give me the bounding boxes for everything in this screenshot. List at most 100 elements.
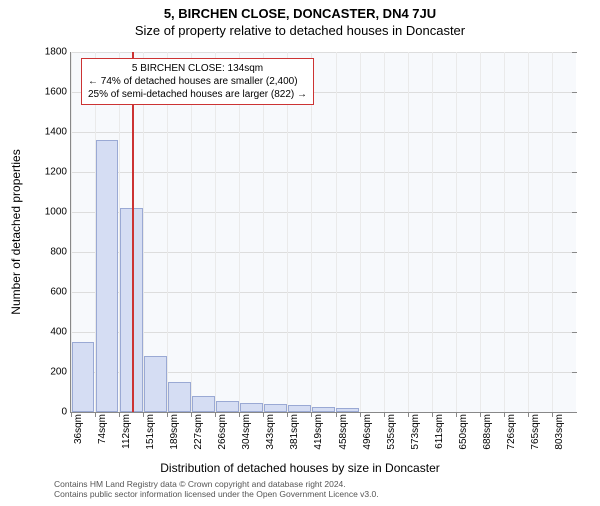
x-tick-label: 151sqm bbox=[145, 414, 156, 450]
gridline-v bbox=[528, 52, 529, 412]
gridline-v bbox=[384, 52, 385, 412]
y-tick-label: 0 bbox=[61, 407, 71, 418]
gridline-h bbox=[71, 52, 576, 53]
gridline-v bbox=[360, 52, 361, 412]
gridline-v bbox=[456, 52, 457, 412]
x-tick-mark bbox=[552, 412, 553, 417]
x-tick-mark bbox=[360, 412, 361, 417]
footer-credits: Contains HM Land Registry data © Crown c… bbox=[54, 479, 379, 499]
x-tick-label: 343sqm bbox=[265, 414, 276, 450]
histogram-bar bbox=[240, 403, 263, 412]
x-tick-label: 496sqm bbox=[362, 414, 373, 450]
reference-info-box: 5 BIRCHEN CLOSE: 134sqm ← 74% of detache… bbox=[81, 58, 314, 105]
histogram-bar bbox=[168, 382, 191, 412]
y-tick-label: 600 bbox=[50, 287, 71, 298]
gridline-h bbox=[71, 132, 576, 133]
x-tick-label: 189sqm bbox=[169, 414, 180, 450]
y-tick-mark bbox=[572, 132, 577, 133]
x-tick-mark bbox=[71, 412, 72, 417]
x-tick-label: 36sqm bbox=[73, 414, 84, 444]
info-line-1: 5 BIRCHEN CLOSE: 134sqm bbox=[88, 62, 307, 75]
chart-title-sub: Size of property relative to detached ho… bbox=[0, 23, 600, 38]
y-tick-mark bbox=[572, 252, 577, 253]
y-tick-mark bbox=[572, 292, 577, 293]
y-tick-mark bbox=[572, 172, 577, 173]
histogram-bar bbox=[192, 396, 215, 412]
gridline-h bbox=[71, 212, 576, 213]
histogram-bar bbox=[72, 342, 95, 412]
x-tick-mark bbox=[95, 412, 96, 417]
x-tick-mark bbox=[456, 412, 457, 417]
histogram-bar bbox=[216, 401, 239, 412]
info-line-2: ← 74% of detached houses are smaller (2,… bbox=[88, 75, 307, 88]
x-tick-label: 381sqm bbox=[289, 414, 300, 450]
x-tick-label: 726sqm bbox=[506, 414, 517, 450]
y-axis-label: Number of detached properties bbox=[9, 149, 23, 314]
x-tick-label: 458sqm bbox=[338, 414, 349, 450]
x-tick-label: 304sqm bbox=[241, 414, 252, 450]
gridline-v bbox=[263, 52, 264, 412]
y-tick-label: 1800 bbox=[45, 47, 71, 58]
reference-line bbox=[132, 52, 134, 412]
x-tick-mark bbox=[432, 412, 433, 417]
gridline-v bbox=[408, 52, 409, 412]
x-tick-mark bbox=[119, 412, 120, 417]
y-tick-mark bbox=[572, 412, 577, 413]
x-tick-label: 611sqm bbox=[434, 414, 445, 449]
x-tick-label: 227sqm bbox=[193, 414, 204, 450]
x-tick-mark bbox=[408, 412, 409, 417]
footer-line-2: Contains public sector information licen… bbox=[54, 489, 379, 499]
x-tick-label: 650sqm bbox=[458, 414, 469, 450]
gridline-v bbox=[432, 52, 433, 412]
gridline-v bbox=[552, 52, 553, 412]
x-tick-label: 765sqm bbox=[530, 414, 541, 450]
y-tick-label: 1600 bbox=[45, 87, 71, 98]
x-tick-label: 535sqm bbox=[386, 414, 397, 450]
y-tick-mark bbox=[572, 372, 577, 373]
x-tick-label: 573sqm bbox=[410, 414, 421, 450]
footer-line-1: Contains HM Land Registry data © Crown c… bbox=[54, 479, 379, 489]
plot-area: 02004006008001000120014001600180036sqm74… bbox=[70, 52, 576, 413]
x-tick-mark bbox=[143, 412, 144, 417]
y-tick-mark bbox=[572, 212, 577, 213]
y-tick-label: 400 bbox=[50, 327, 71, 338]
histogram-bar bbox=[120, 208, 143, 412]
histogram-bar bbox=[96, 140, 119, 412]
y-tick-label: 1000 bbox=[45, 207, 71, 218]
gridline-v bbox=[215, 52, 216, 412]
histogram-bar bbox=[312, 407, 335, 412]
gridline-v bbox=[336, 52, 337, 412]
info-line-3: 25% of semi-detached houses are larger (… bbox=[88, 88, 307, 101]
x-tick-label: 74sqm bbox=[97, 414, 108, 444]
gridline-v bbox=[311, 52, 312, 412]
x-tick-label: 688sqm bbox=[482, 414, 493, 450]
y-tick-mark bbox=[572, 332, 577, 333]
x-tick-label: 266sqm bbox=[217, 414, 228, 450]
histogram-bar bbox=[336, 408, 359, 412]
x-axis-label: Distribution of detached houses by size … bbox=[0, 461, 600, 475]
gridline-v bbox=[480, 52, 481, 412]
gridline-h bbox=[71, 332, 576, 333]
histogram-bar bbox=[264, 404, 287, 412]
x-tick-mark bbox=[480, 412, 481, 417]
gridline-h bbox=[71, 292, 576, 293]
chart-title-main: 5, BIRCHEN CLOSE, DONCASTER, DN4 7JU bbox=[0, 6, 600, 21]
x-tick-label: 803sqm bbox=[554, 414, 565, 450]
y-tick-label: 1200 bbox=[45, 167, 71, 178]
x-tick-mark bbox=[528, 412, 529, 417]
x-tick-mark bbox=[336, 412, 337, 417]
x-tick-label: 112sqm bbox=[121, 414, 132, 449]
gridline-v bbox=[167, 52, 168, 412]
y-tick-mark bbox=[572, 52, 577, 53]
gridline-h bbox=[71, 172, 576, 173]
gridline-v bbox=[191, 52, 192, 412]
y-tick-label: 1400 bbox=[45, 127, 71, 138]
histogram-bar bbox=[144, 356, 167, 412]
y-tick-label: 200 bbox=[50, 367, 71, 378]
gridline-v bbox=[287, 52, 288, 412]
gridline-v bbox=[239, 52, 240, 412]
x-tick-mark bbox=[384, 412, 385, 417]
y-tick-mark bbox=[572, 92, 577, 93]
chart-container: 5, BIRCHEN CLOSE, DONCASTER, DN4 7JU Siz… bbox=[0, 6, 600, 506]
gridline-h bbox=[71, 252, 576, 253]
